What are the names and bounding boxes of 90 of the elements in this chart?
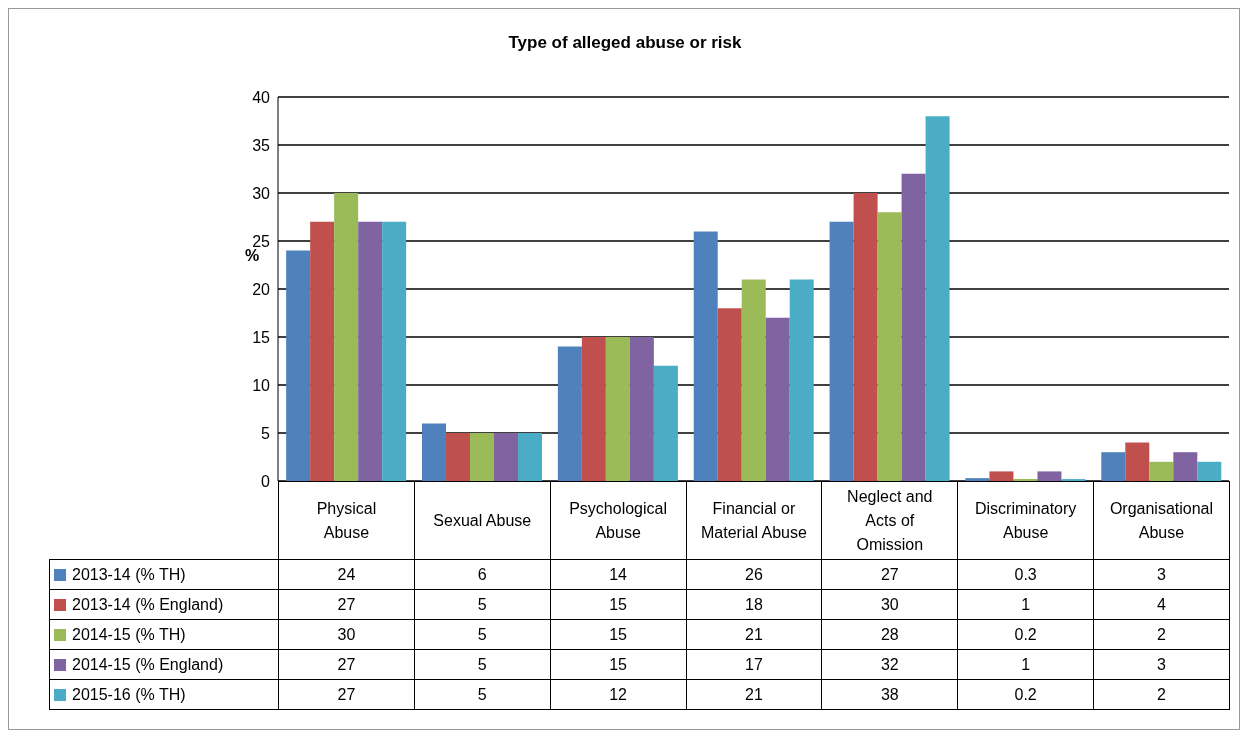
legend-label: 2014-15 (% England) xyxy=(72,655,224,673)
bar xyxy=(605,337,630,481)
y-tick-label: 25 xyxy=(252,232,271,250)
data-label: 27 xyxy=(278,679,415,710)
x-tick-label: Neglect and Acts of Omission xyxy=(821,481,958,560)
bar xyxy=(334,193,359,481)
data-label: 5 xyxy=(414,679,551,710)
bar xyxy=(653,365,678,481)
data-label: 0.2 xyxy=(957,619,1094,650)
bar xyxy=(989,471,1014,481)
bar xyxy=(310,221,335,481)
bar xyxy=(925,116,950,481)
data-label: 38 xyxy=(821,679,958,710)
bar xyxy=(1037,471,1062,481)
data-label: 1 xyxy=(957,589,1094,620)
bar xyxy=(494,433,519,481)
bar xyxy=(1101,452,1126,481)
y-tick-label: 35 xyxy=(252,136,271,154)
data-label: 3 xyxy=(1093,559,1230,590)
data-label: 32 xyxy=(821,649,958,680)
bar xyxy=(358,221,383,481)
y-tick-label: 15 xyxy=(252,328,271,346)
x-tick-label: Discriminatory Abuse xyxy=(957,481,1094,560)
bar xyxy=(789,279,814,481)
data-label: 27 xyxy=(278,589,415,620)
bar xyxy=(557,346,582,481)
bar xyxy=(829,221,854,481)
bar xyxy=(470,433,495,481)
x-tick-label: Psychological Abuse xyxy=(550,481,687,560)
y-tick-label: 20 xyxy=(252,280,271,298)
data-label: 6 xyxy=(414,559,551,590)
x-tick-label: Sexual Abuse xyxy=(414,481,551,560)
data-label: 1 xyxy=(957,649,1094,680)
data-label: 30 xyxy=(821,589,958,620)
bar xyxy=(901,173,926,481)
legend-label: 2015-16 (% TH) xyxy=(72,685,186,703)
bar xyxy=(717,308,742,481)
data-label: 15 xyxy=(550,619,687,650)
legend-label: 2014-15 (% TH) xyxy=(72,625,186,643)
data-label: 5 xyxy=(414,589,551,620)
y-tick-label: 0 xyxy=(261,472,271,490)
bar xyxy=(382,221,407,481)
data-label: 27 xyxy=(821,559,958,590)
bar xyxy=(765,317,790,481)
bar xyxy=(1173,452,1198,481)
data-label: 2 xyxy=(1093,679,1230,710)
data-label: 4 xyxy=(1093,589,1230,620)
data-label: 28 xyxy=(821,619,958,650)
bar xyxy=(853,193,878,481)
bar xyxy=(1125,442,1150,481)
data-label: 15 xyxy=(550,589,687,620)
bar xyxy=(422,423,447,481)
bar xyxy=(629,337,654,481)
x-tick-label: Financial or Material Abuse xyxy=(686,481,822,560)
data-label: 0.3 xyxy=(957,559,1094,590)
chart-title: Type of alleged abuse or risk xyxy=(507,33,743,53)
data-label: 5 xyxy=(414,649,551,680)
data-label: 17 xyxy=(686,649,822,680)
legend-label: 2013-14 (% TH) xyxy=(72,565,186,583)
data-label: 3 xyxy=(1093,649,1230,680)
data-label: 15 xyxy=(550,649,687,680)
bar xyxy=(581,337,606,481)
data-label: 14 xyxy=(550,559,687,590)
bar xyxy=(877,212,902,481)
data-label: 2 xyxy=(1093,619,1230,650)
bar xyxy=(518,433,543,481)
x-tick-label: Physical Abuse xyxy=(278,481,415,560)
y-axis-title: % xyxy=(245,247,260,265)
bar xyxy=(446,433,471,481)
bar xyxy=(1149,461,1174,481)
data-label: 5 xyxy=(414,619,551,650)
data-label: 18 xyxy=(686,589,822,620)
y-tick-label: 10 xyxy=(252,376,271,394)
bar xyxy=(741,279,766,481)
data-label: 27 xyxy=(278,649,415,680)
bar xyxy=(693,231,718,481)
y-tick-label: 5 xyxy=(261,424,271,442)
bar xyxy=(286,250,311,481)
data-label: 24 xyxy=(278,559,415,590)
data-label: 26 xyxy=(686,559,822,590)
legend-label: 2013-14 (% England) xyxy=(72,595,224,613)
y-tick-label: 40 xyxy=(252,88,271,106)
bar xyxy=(1197,461,1222,481)
bar xyxy=(965,478,990,481)
data-label: 21 xyxy=(686,679,822,710)
data-label: 21 xyxy=(686,619,822,650)
y-tick-label: 30 xyxy=(252,184,271,202)
data-label: 0.2 xyxy=(957,679,1094,710)
x-tick-label: Organisational Abuse xyxy=(1093,481,1230,560)
data-label: 12 xyxy=(550,679,687,710)
